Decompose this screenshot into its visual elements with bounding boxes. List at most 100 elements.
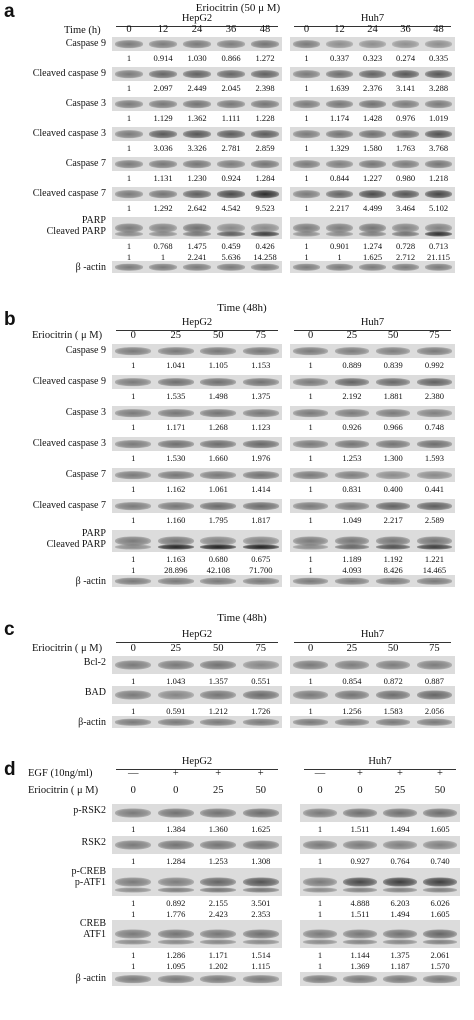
quantification-value: 1 (131, 422, 136, 432)
cell-line-underline (294, 26, 451, 27)
quantification-value: 1.189 (342, 554, 362, 564)
protein-band (200, 544, 237, 550)
western-blot-strip (300, 972, 460, 986)
protein-band (292, 263, 321, 271)
protein-band (343, 887, 377, 893)
protein-band (383, 808, 417, 818)
protein-band (182, 130, 212, 138)
column-header: 25 (346, 643, 358, 654)
western-blot-strip (112, 468, 282, 482)
protein-band (216, 70, 246, 78)
protein-band (216, 160, 246, 168)
quantification-value: 0.927 (350, 856, 370, 866)
blot-row-label: p-CREB p-ATF1 (71, 866, 106, 888)
quantification-value: 71.700 (249, 565, 273, 575)
western-blot-strip (112, 716, 282, 728)
protein-band (383, 877, 417, 887)
protein-band (325, 130, 354, 138)
cell-line-header: Huh7 (360, 629, 385, 640)
protein-band (115, 544, 152, 550)
protein-band (200, 409, 237, 417)
quantification-value: 1 (308, 360, 313, 370)
quantification-value: 2.589 (424, 515, 444, 525)
quantification-value: 1 (308, 422, 313, 432)
quantification-value: 1 (304, 113, 309, 123)
protein-band (334, 544, 370, 550)
quantification-value: 1 (304, 53, 309, 63)
quantification-value: 1.043 (166, 676, 186, 686)
protein-band (148, 263, 178, 271)
quantification-value: 1 (304, 143, 309, 153)
protein-band (358, 130, 387, 138)
protein-band (114, 231, 144, 237)
blot-row-label: PARP Cleaved PARP (46, 528, 106, 550)
quantification-value: 2.061 (430, 950, 450, 960)
quantification-value: 1.605 (430, 824, 450, 834)
quantification-value: 1.580 (362, 143, 383, 153)
protein-band (200, 877, 237, 887)
protein-band (200, 440, 237, 448)
panel-c: c Time (48h) HepG2 Huh7 Eriocitrin ( μ M) 0 25… (0, 612, 474, 740)
column-header: 25 (170, 643, 182, 654)
quantification-value: 1.360 (208, 824, 228, 834)
protein-band (200, 660, 237, 670)
protein-band (424, 40, 453, 48)
protein-band (334, 690, 370, 700)
quantification-value: 1.230 (187, 173, 207, 183)
quantification-value: 2.398 (255, 83, 275, 93)
western-blot-strip (290, 575, 455, 587)
quantification-value: 1.284 (255, 173, 275, 183)
protein-band (200, 577, 237, 585)
quantification-value: 1 (308, 391, 313, 401)
protein-band (293, 690, 328, 700)
protein-band (417, 536, 452, 546)
quantification-value: 1.253 (342, 453, 362, 463)
protein-band (182, 223, 212, 233)
quantification-value: 0.966 (383, 422, 403, 432)
column-header: 25 (213, 785, 224, 796)
quantification-value: 1 (308, 515, 313, 525)
quantification-value: 2.353 (251, 909, 271, 919)
protein-band (200, 840, 237, 850)
western-blot-strip (290, 127, 455, 141)
protein-band (303, 887, 337, 893)
western-blot-strip (300, 836, 460, 854)
protein-band (292, 40, 321, 48)
protein-band (242, 939, 279, 945)
condition-header: Eriocitrin ( μ M) (32, 643, 103, 654)
protein-band (303, 840, 337, 850)
protein-band (250, 263, 280, 271)
quantification-value: 1.227 (362, 173, 383, 183)
protein-band (114, 100, 144, 108)
protein-band (293, 378, 328, 386)
protein-band (424, 223, 453, 233)
protein-band (325, 231, 354, 237)
cell-line-underline (294, 642, 451, 643)
column-header: 0 (308, 643, 314, 654)
quantification-value: 1 (131, 391, 136, 401)
quantification-value: 1 (126, 252, 132, 262)
blot-row-label: β -actin (75, 262, 106, 273)
protein-band (115, 502, 152, 510)
quantification-value: 1.511 (350, 824, 370, 834)
blot-row-label: Cleaved caspase 9 (32, 68, 106, 79)
protein-band (292, 130, 321, 138)
protein-band (157, 887, 194, 893)
quantification-value: 1 (126, 143, 132, 153)
column-header: 50 (387, 330, 399, 341)
protein-band (200, 975, 237, 983)
western-blot-strip (290, 261, 455, 273)
column-header: 48 (433, 24, 444, 35)
protein-band (334, 536, 370, 546)
cell-line-header: HepG2 (181, 13, 213, 24)
quantification-value: 1.583 (383, 706, 403, 716)
protein-band (375, 471, 411, 479)
protein-band (200, 347, 237, 355)
protein-band (293, 718, 328, 726)
quantification-value: 0.274 (395, 53, 416, 63)
protein-band (383, 975, 417, 983)
column-header: — (128, 768, 139, 779)
protein-band (250, 70, 280, 78)
protein-band (303, 939, 337, 945)
quantification-value: 1 (308, 453, 313, 463)
